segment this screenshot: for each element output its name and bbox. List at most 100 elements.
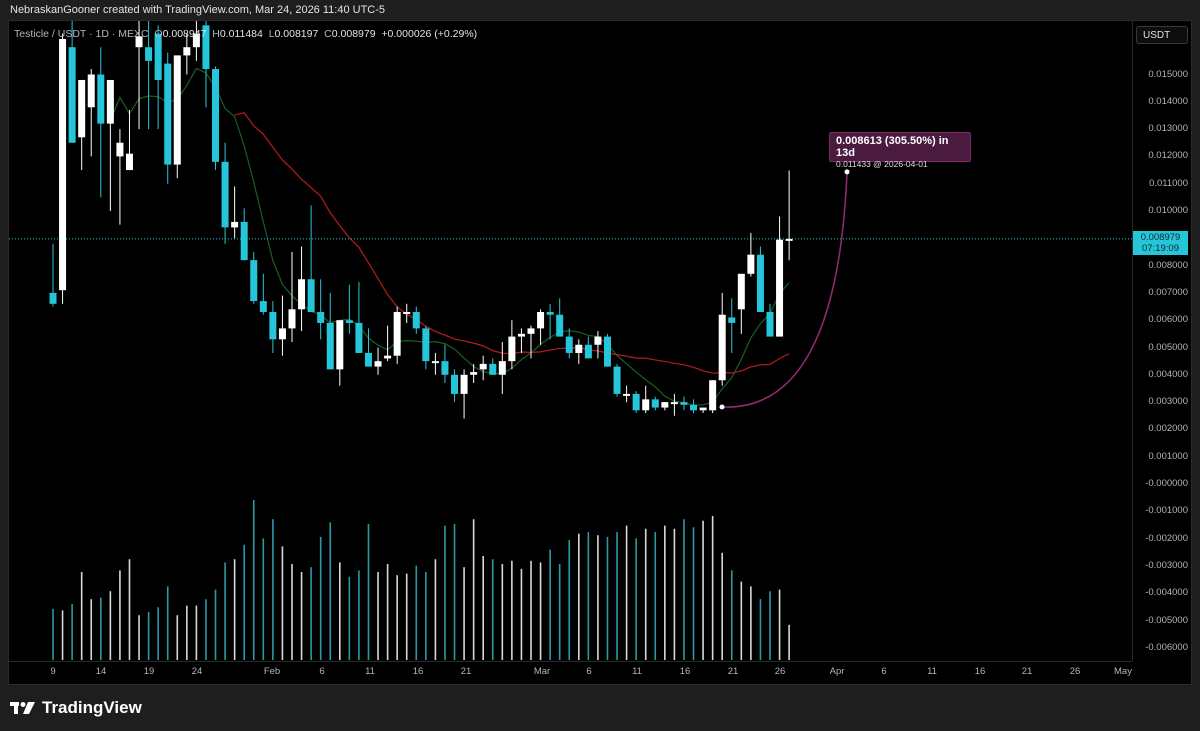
candle-body xyxy=(766,312,774,337)
candle-body xyxy=(556,314,564,337)
candle-body xyxy=(345,320,353,323)
candle-body xyxy=(575,344,583,353)
candle-body xyxy=(145,47,153,61)
candle-body xyxy=(240,221,248,261)
date-tick: 6 xyxy=(881,666,887,677)
candle-body xyxy=(661,402,669,408)
candle-body xyxy=(164,63,172,165)
date-tick: 21 xyxy=(727,666,739,677)
candle-body xyxy=(479,363,487,370)
candle-body xyxy=(78,79,86,138)
price-tick: 0.003000 xyxy=(1148,396,1188,408)
candle-body xyxy=(565,336,573,353)
last-price: 0.008979 xyxy=(1140,232,1181,243)
candle-body xyxy=(307,279,315,313)
candle-body xyxy=(632,393,640,411)
candle-body xyxy=(776,239,784,337)
candle-body xyxy=(489,363,497,375)
symbol-name[interactable]: Testicle / USDT · 1D · MEXC xyxy=(14,28,149,40)
high-value: 0.011484 xyxy=(219,28,263,40)
candle-body xyxy=(221,161,229,228)
candle-body xyxy=(393,312,401,356)
price-projection-label[interactable]: 0.008613 (305.50%) in 13d 0.011433 @ 202… xyxy=(829,132,971,169)
candle-body xyxy=(355,322,363,353)
date-tick: 16 xyxy=(412,666,424,677)
candle-body xyxy=(594,336,602,345)
candle-body xyxy=(422,328,430,362)
last-price-tag: 0.008979 07:19:09 xyxy=(1133,231,1188,255)
candle-body xyxy=(680,402,688,405)
date-tick: 21 xyxy=(460,666,472,677)
price-tick: 0.005000 xyxy=(1148,341,1188,353)
projection-start-point xyxy=(719,404,725,410)
candle-body xyxy=(709,380,717,411)
projection-change: 0.008613 (305.50%) in 13d xyxy=(836,135,949,159)
candle-body xyxy=(250,260,258,302)
date-tick: 6 xyxy=(319,666,325,677)
change-value: +0.000026 (+0.29%) xyxy=(381,28,478,40)
candle-body xyxy=(135,36,143,48)
candle-body xyxy=(278,328,286,340)
candle-body xyxy=(527,328,535,334)
price-tick: 0.015000 xyxy=(1148,68,1188,80)
candle-body xyxy=(326,322,334,370)
candle-body xyxy=(154,33,162,80)
price-axis[interactable] xyxy=(1132,20,1193,661)
date-tick: Apr xyxy=(829,666,845,677)
time-axis[interactable] xyxy=(8,661,1132,686)
price-tick: -0.003000 xyxy=(1145,559,1188,571)
candle-body xyxy=(728,317,736,323)
candle-body xyxy=(747,254,755,274)
candle-body xyxy=(642,399,650,411)
symbol-legend: Testicle / USDT · 1D · MEXC O0.008947 H0… xyxy=(14,28,478,40)
candle-body xyxy=(106,79,114,124)
candle-body xyxy=(690,404,698,411)
price-tick: -0.004000 xyxy=(1145,587,1188,599)
date-tick: May xyxy=(1114,666,1132,677)
candle-body xyxy=(192,33,200,48)
candle-body xyxy=(116,142,124,157)
candle-body xyxy=(498,361,506,375)
candle-body xyxy=(451,374,459,394)
candle-body xyxy=(288,309,296,329)
date-tick: Mar xyxy=(533,666,551,677)
candle-body xyxy=(97,74,105,124)
price-tick: 0.008000 xyxy=(1148,259,1188,271)
price-tick: 0.011000 xyxy=(1149,177,1188,189)
date-tick: Feb xyxy=(263,666,281,677)
candle-body xyxy=(670,402,678,405)
date-tick: 16 xyxy=(974,666,986,677)
candle-body xyxy=(651,399,659,408)
candle-body xyxy=(403,312,411,315)
tradingview-logo-icon xyxy=(10,702,35,714)
candle-body xyxy=(125,153,133,171)
price-tick: 0.013000 xyxy=(1148,123,1188,135)
chart-frame[interactable] xyxy=(8,20,1192,685)
candle-body xyxy=(173,55,181,165)
attribution-bar: NebraskanGooner created with TradingView… xyxy=(0,0,1200,20)
candle-body xyxy=(756,254,764,313)
price-tick: -0.005000 xyxy=(1145,614,1188,626)
date-tick: 11 xyxy=(365,666,375,677)
candle-body xyxy=(231,221,239,228)
candle-body xyxy=(431,361,439,364)
candle-body xyxy=(336,320,344,370)
candle-body xyxy=(584,344,592,359)
projection-arc xyxy=(721,171,848,408)
date-tick: 19 xyxy=(143,666,155,677)
date-tick: 16 xyxy=(679,666,691,677)
candle-body xyxy=(623,393,631,396)
price-tick: 0.006000 xyxy=(1148,314,1188,326)
price-tick: 0.002000 xyxy=(1148,423,1188,435)
candle-body xyxy=(259,301,267,313)
candle-body xyxy=(508,336,516,362)
currency-button[interactable]: USDT xyxy=(1136,26,1188,44)
candle-body xyxy=(603,336,611,367)
candle-body xyxy=(613,366,621,394)
price-tick: 0.001000 xyxy=(1148,450,1188,462)
candle-body xyxy=(412,312,420,329)
candle-body xyxy=(212,69,220,162)
candle-body xyxy=(202,25,210,70)
open-value: 0.008947 xyxy=(162,28,207,40)
